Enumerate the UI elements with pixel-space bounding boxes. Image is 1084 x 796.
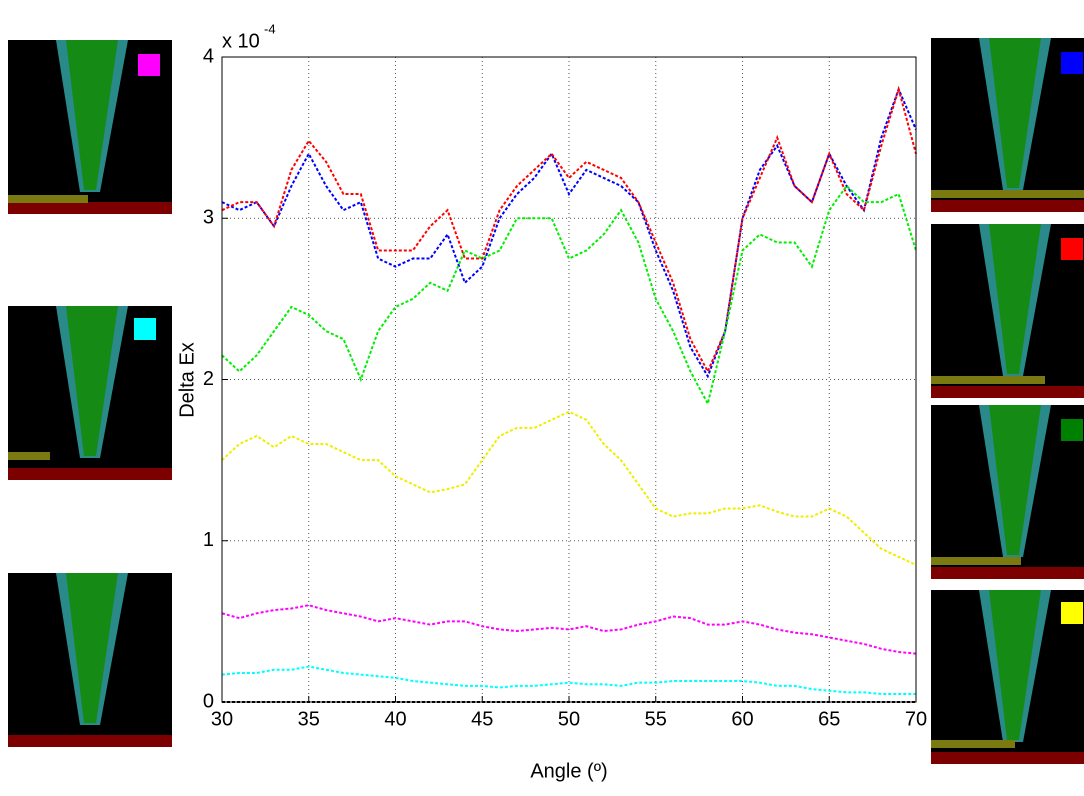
y-tick-label: 0 [203, 690, 214, 712]
plot-area [222, 57, 916, 702]
panel-blue [931, 38, 1084, 212]
panel-magenta [8, 40, 172, 214]
x-tick-label: 45 [471, 708, 493, 730]
axes-frame [221, 56, 917, 703]
x-tick-label: 55 [645, 708, 667, 730]
y-tick-label: 1 [203, 529, 214, 551]
panel-cyan [8, 306, 172, 480]
x-tick-label: 65 [818, 708, 840, 730]
y-tick-label: 3 [203, 207, 214, 229]
y-exponent: -4 [264, 21, 276, 36]
x-tick-label: 30 [211, 708, 233, 730]
y-multiplier: x 10 [222, 30, 260, 52]
x-tick-label: 60 [731, 708, 753, 730]
series-line [221, 85, 917, 374]
panel-plain [8, 573, 172, 747]
series-line [221, 604, 917, 655]
series-line [221, 86, 917, 379]
x-tick-label: 70 [905, 708, 927, 730]
y-axis-label: Delta Ex [176, 342, 198, 418]
y-tick-label: 2 [203, 368, 214, 390]
series-line [221, 665, 916, 695]
x-tick-label: 50 [558, 708, 580, 730]
series-line [221, 184, 917, 407]
x-tick-label: 35 [298, 708, 320, 730]
panel-yellow [931, 590, 1084, 764]
panel-red [931, 224, 1084, 398]
x-axis-label: Angle (º) [530, 760, 607, 782]
y-tick-label: 4 [203, 45, 214, 67]
x-tick-label: 40 [384, 708, 406, 730]
panel-green [931, 405, 1084, 579]
